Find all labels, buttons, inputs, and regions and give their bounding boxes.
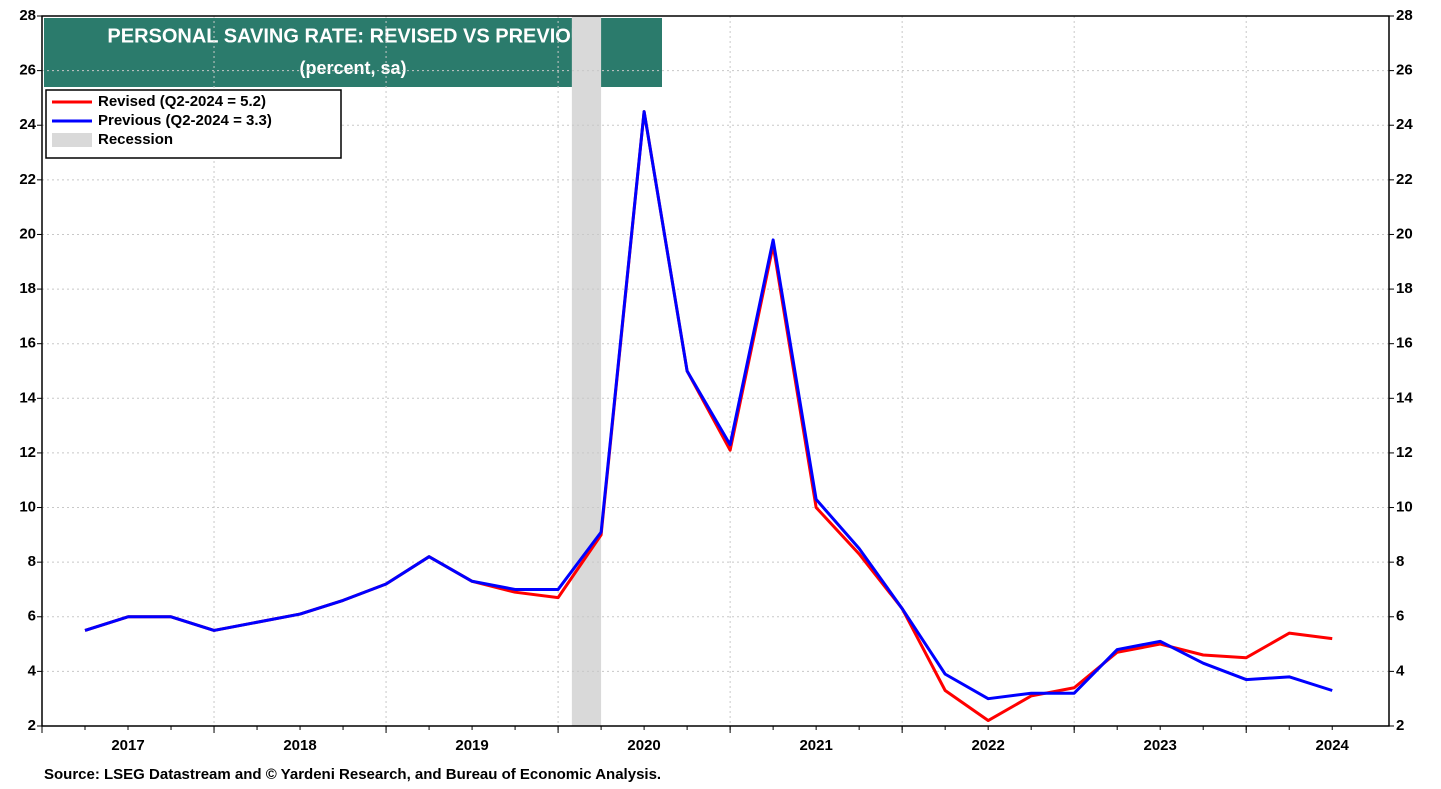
plot-frame (41, 15, 1390, 727)
y2-tick-label: 12 (1396, 444, 1413, 461)
recession-band (571, 16, 602, 726)
legend-label: Previous (Q2-2024 = 3.3) (98, 112, 272, 129)
legend-label: Recession (98, 131, 173, 148)
x-tick-label: 2022 (971, 737, 1004, 754)
y-tick-label: 26 (19, 62, 36, 79)
y-tick-label: 4 (28, 662, 37, 679)
legend-label: Revised (Q2-2024 = 5.2) (98, 93, 266, 110)
y2-tick-label: 20 (1396, 225, 1413, 242)
y2-tick-label: 8 (1396, 553, 1404, 570)
y-tick-label: 18 (19, 280, 36, 297)
y2-tick-label: 2 (1396, 717, 1404, 734)
x-tick-label: 2023 (1144, 737, 1177, 754)
x-tick-label: 2024 (1316, 737, 1350, 754)
y-tick-label: 12 (19, 444, 36, 461)
y-tick-label: 28 (19, 7, 36, 24)
y-tick-label: 2 (28, 717, 36, 734)
y2-tick-label: 6 (1396, 608, 1404, 625)
y2-tick-label: 24 (1396, 116, 1413, 133)
x-tick-label: 2021 (799, 737, 832, 754)
y-tick-label: 10 (19, 499, 36, 516)
y2-tick-label: 16 (1396, 335, 1413, 352)
legend-box (45, 89, 342, 159)
y2-tick-label: 28 (1396, 7, 1413, 24)
title-box (44, 18, 662, 87)
y-tick-label: 22 (19, 171, 36, 188)
y-tick-label: 6 (28, 608, 36, 625)
chart-subtitle: (percent, sa) (299, 58, 406, 78)
line-series (84, 110, 1333, 723)
y2-tick-label: 26 (1396, 62, 1413, 79)
line-series (84, 110, 1333, 701)
y-tick-label: 24 (19, 116, 36, 133)
legend-swatch (52, 133, 92, 147)
y2-tick-label: 10 (1396, 499, 1413, 516)
x-tick-label: 2019 (455, 737, 488, 754)
y2-tick-label: 18 (1396, 280, 1413, 297)
y2-tick-label: 4 (1396, 662, 1405, 679)
y-tick-label: 20 (19, 225, 36, 242)
y2-tick-label: 22 (1396, 171, 1413, 188)
y-tick-label: 16 (19, 335, 36, 352)
x-tick-label: 2020 (627, 737, 660, 754)
y2-tick-label: 14 (1396, 389, 1413, 406)
y-tick-label: 8 (28, 553, 36, 570)
x-tick-label: 2018 (283, 737, 316, 754)
x-tick-label: 2017 (111, 737, 144, 754)
source-note: Source: LSEG Datastream and © Yardeni Re… (44, 766, 661, 783)
y-tick-label: 14 (19, 389, 36, 406)
chart-title: PERSONAL SAVING RATE: REVISED VS PREVIOU… (107, 25, 598, 47)
